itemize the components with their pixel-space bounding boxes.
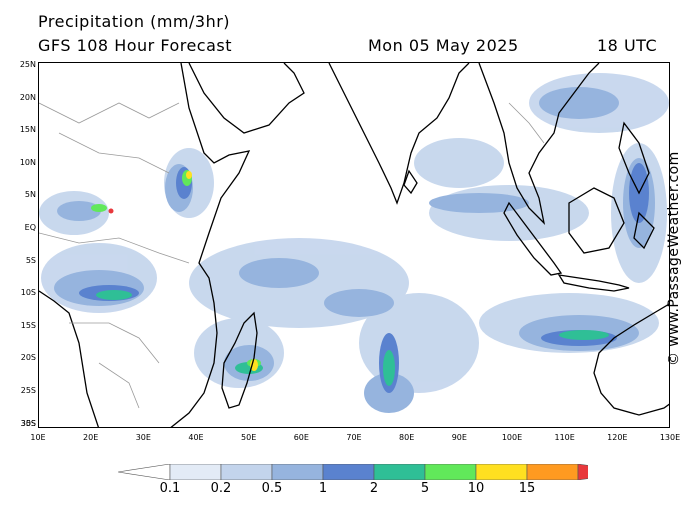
australia-coastline xyxy=(593,303,669,416)
sumatra-coastline xyxy=(503,201,563,276)
precip-cell xyxy=(383,350,395,386)
colorbar-segment xyxy=(526,464,579,480)
precip-cell xyxy=(186,171,192,179)
latitude-label: 15N xyxy=(19,125,36,135)
forecast-subtitle: GFS 108 Hour Forecast xyxy=(38,36,233,55)
philippines-coastline xyxy=(618,121,655,250)
precip-cell xyxy=(250,359,258,371)
country-border xyxy=(39,232,190,264)
longitude-label: 10E xyxy=(30,433,46,442)
longitude-label: 40E xyxy=(188,433,204,442)
colorbar-segment xyxy=(322,464,375,480)
precip-cell xyxy=(559,330,609,340)
colorbar-tick-label: 15 xyxy=(518,481,536,496)
latitude-label: 15S xyxy=(20,320,36,330)
colorbar-tick-label: 0.2 xyxy=(210,481,232,496)
precipitation-map xyxy=(38,62,670,428)
watermark-credit: © www.PassageWeather.com xyxy=(666,151,682,366)
map-canvas xyxy=(39,63,669,427)
longitude-label: 80E xyxy=(399,433,415,442)
latitude-label: 20N xyxy=(19,92,36,102)
colorbar-segment xyxy=(169,464,222,480)
colorbar-segment xyxy=(424,464,477,480)
colorbar-tick-label: 2 xyxy=(369,481,379,496)
colorbar-segment xyxy=(220,464,273,480)
latitude-label: 25N xyxy=(19,60,36,69)
colorbar-tick-label: 10 xyxy=(467,481,485,496)
latitude-label: 25S xyxy=(20,386,36,395)
colorbar-segment xyxy=(577,464,588,480)
longitude-label: 130E xyxy=(659,433,681,442)
colorbar-segment xyxy=(373,464,426,480)
arabia-coastline xyxy=(188,63,305,134)
precipitation-layer xyxy=(39,73,669,413)
colorbar-segment xyxy=(118,464,171,480)
precip-cell xyxy=(539,87,619,119)
country-border xyxy=(69,322,160,364)
coastline-layer xyxy=(39,63,669,427)
country-border xyxy=(98,362,140,409)
map-title: Precipitation (mm/3hr) xyxy=(38,12,231,31)
longitude-label: 120E xyxy=(607,433,628,442)
colorbar-tick-label: 1 xyxy=(318,481,328,496)
latitude-label: 35S xyxy=(20,419,36,428)
latitude-label: 5S xyxy=(25,255,36,265)
longitude-label: 110E xyxy=(554,433,575,442)
madagascar-coastline xyxy=(221,311,258,409)
longitude-label: 50E xyxy=(241,433,257,442)
latitude-label: 10N xyxy=(19,157,36,167)
precip-cell xyxy=(324,289,394,317)
longitude-label: 90E xyxy=(451,433,467,442)
country-border xyxy=(39,102,180,124)
latitude-label: EQ xyxy=(24,223,36,232)
borneo-coastline xyxy=(568,187,625,254)
longitude-label: 20E xyxy=(83,433,99,442)
colorbar-segment xyxy=(271,464,324,480)
longitude-label: 70E xyxy=(346,433,362,442)
precip-cell xyxy=(239,258,319,288)
precip-cell xyxy=(96,290,132,300)
precipitation-colorbar xyxy=(118,464,588,480)
precip-cell xyxy=(91,204,107,212)
longitude-label: 60E xyxy=(293,433,309,442)
country-border xyxy=(508,102,545,144)
latitude-label: 30S xyxy=(20,418,36,428)
colorbar-tick-label: 0.5 xyxy=(261,481,283,496)
africa-coastline xyxy=(39,63,251,427)
valid-date: Mon 05 May 2025 xyxy=(368,36,519,55)
precip-cell xyxy=(108,208,114,214)
precip-cell xyxy=(414,138,504,188)
latitude-label: 20S xyxy=(20,353,36,363)
latitude-label: 5N xyxy=(24,190,36,200)
country-border xyxy=(58,132,170,174)
southeast-asia-coastline xyxy=(478,63,600,225)
valid-time: 18 UTC xyxy=(597,36,658,55)
colorbar-tick-label: 0.1 xyxy=(159,481,181,496)
colorbar-segment xyxy=(475,464,528,480)
java-coastline xyxy=(557,274,630,292)
latitude-label: 10S xyxy=(20,288,36,298)
longitude-label: 30E xyxy=(135,433,151,442)
india-coastline xyxy=(328,63,470,205)
precip-cell xyxy=(57,201,101,221)
sri-lanka-coastline xyxy=(403,169,418,195)
precip-cell xyxy=(429,193,529,213)
precip-cell xyxy=(429,185,589,241)
borders-layer xyxy=(39,102,545,409)
colorbar-tick-label: 5 xyxy=(420,481,430,496)
longitude-label: 100E xyxy=(501,433,523,442)
